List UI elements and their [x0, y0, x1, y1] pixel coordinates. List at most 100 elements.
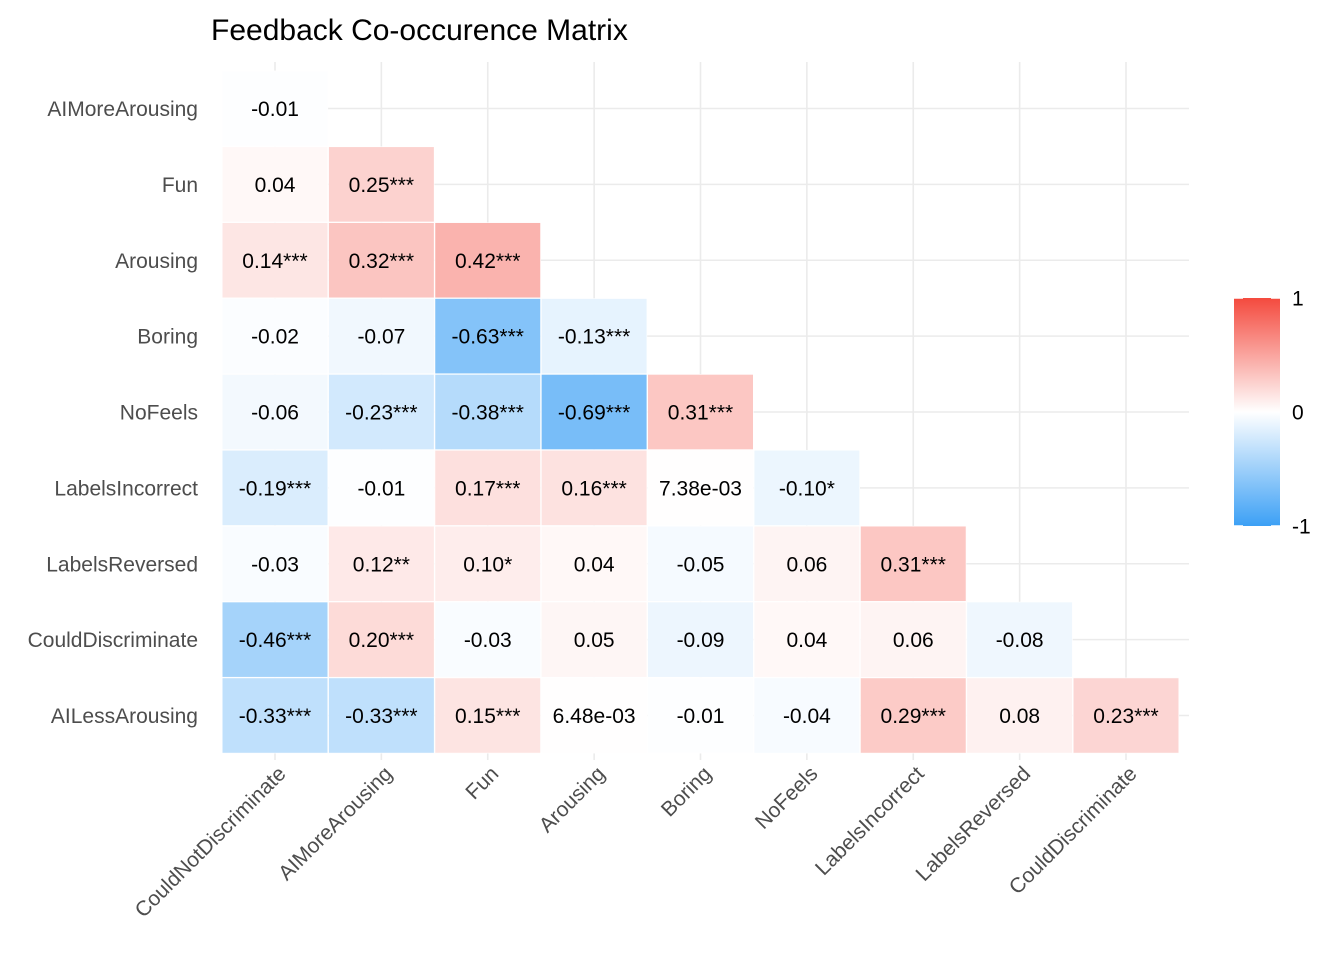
x-tick-label-labelsincorrect: LabelsIncorrect	[811, 762, 929, 880]
cell-value-label: 0.06	[893, 629, 934, 652]
heatmap-cell-nofeels-labelsincorrect	[753, 449, 860, 526]
heatmap-cell-labelsreversed-coulddiscriminate	[966, 601, 1073, 678]
heatmap-cell-aimorearousing-boring	[328, 298, 435, 375]
heatmap-cell-aimorearousing-nofeels	[328, 374, 435, 450]
heatmap-cell-coulddiscriminate-ailessarousing	[1072, 677, 1180, 754]
heatmap-cell-labelsincorrect-coulddiscriminate	[860, 601, 967, 678]
cell-value-label: 0.04	[255, 174, 296, 197]
x-tick-label-arousing: Arousing	[535, 762, 610, 837]
cell-value-label: -0.01	[251, 98, 299, 121]
heatmap-cell-boring-labelsincorrect	[647, 449, 754, 526]
cell-value-label: 0.31***	[881, 553, 946, 576]
chart-title: Feedback Co-occurence Matrix	[211, 14, 628, 47]
cell-value-label: 7.38e-03	[659, 477, 742, 500]
cell-value-label: -0.01	[357, 477, 405, 500]
heatmap-cell-couldnotdiscriminate-labelsincorrect	[221, 449, 329, 526]
cell-value-label: 0.17***	[455, 477, 520, 500]
cell-value-label: -0.38***	[452, 402, 524, 425]
heatmap-cell-fun-coulddiscriminate	[434, 601, 541, 678]
heatmap-cell-arousing-boring	[541, 298, 648, 375]
y-tick-label-boring: Boring	[137, 326, 198, 349]
heatmap-cell-labels: -0.01 0.04 0.25*** 0.14*** 0.32*** 0.42*** -0.…	[239, 98, 1159, 728]
cell-value-label: -0.69***	[558, 402, 630, 425]
x-tick-label-aimorearousing: AIMoreArousing	[274, 762, 397, 885]
cell-value-label: -0.33***	[345, 705, 417, 728]
y-tick-label-fun: Fun	[162, 174, 198, 197]
heatmap-cell-aimorearousing-labelsreversed	[328, 525, 435, 602]
cell-value-label: 0.23***	[1093, 705, 1158, 728]
y-axis-tick-labels: AIMoreArousing Fun Arousing Boring NoFeels La…	[28, 98, 199, 728]
cell-value-label: 0.14***	[242, 250, 307, 273]
cell-value-label: -0.04	[783, 705, 831, 728]
y-tick-label-coulddiscriminate: CouldDiscriminate	[28, 629, 198, 652]
cell-value-label: 0.04	[786, 629, 827, 652]
heatmap-cell-arousing-labelsincorrect	[541, 449, 648, 526]
heatmap-cell-couldnotdiscriminate-coulddiscriminate	[221, 601, 329, 678]
legend-tick-label: 1	[1292, 288, 1304, 311]
cell-value-label: -0.13***	[558, 326, 630, 349]
y-tick-label-ailessarousing: AILessArousing	[51, 705, 198, 728]
legend-tick-label: -1	[1292, 516, 1311, 539]
color-legend: 1 0 -1	[1234, 288, 1311, 539]
cell-value-label: -0.06	[251, 402, 299, 425]
heatmap-cell-boring-coulddiscriminate	[647, 601, 754, 678]
cell-value-label: 0.15***	[455, 705, 520, 728]
x-tick-label-boring: Boring	[657, 762, 716, 821]
cell-value-label: 6.48e-03	[553, 705, 636, 728]
y-tick-label-arousing: Arousing	[115, 250, 198, 273]
cell-value-label: 0.05	[574, 629, 615, 652]
heatmap-cell-couldnotdiscriminate-nofeels	[221, 374, 329, 450]
cell-value-label: -0.23***	[345, 402, 417, 425]
cell-value-label: 0.04	[574, 553, 615, 576]
cell-value-label: 0.31***	[668, 402, 733, 425]
heatmap-cell-arousing-nofeels	[541, 374, 648, 450]
cell-value-label: 0.12**	[353, 553, 410, 576]
cell-value-label: 0.25***	[349, 174, 414, 197]
heatmap-cell-boring-labelsreversed	[647, 525, 754, 602]
heatmap-cell-fun-ailessarousing	[434, 677, 541, 754]
heatmap-cell-arousing-ailessarousing	[541, 677, 648, 754]
heatmap-cell-aimorearousing-ailessarousing	[328, 677, 435, 754]
heatmap-cell-labelsincorrect-labelsreversed	[860, 525, 967, 602]
heatmap-cell-fun-boring	[434, 298, 541, 375]
cell-value-label: -0.02	[251, 326, 299, 349]
x-tick-label-couldnotdiscriminate: CouldNotDiscriminate	[131, 762, 291, 922]
cell-value-label: -0.33***	[239, 705, 311, 728]
cell-value-label: -0.03	[464, 629, 512, 652]
heatmap-cell-couldnotdiscriminate-aimorearousing	[221, 70, 329, 147]
heatmap-cell-couldnotdiscriminate-boring	[221, 298, 329, 375]
cell-value-label: 0.06	[786, 553, 827, 576]
cell-value-label: 0.29***	[881, 705, 946, 728]
cell-value-label: 0.20***	[349, 629, 414, 652]
heatmap-cell-aimorearousing-coulddiscriminate	[328, 601, 435, 678]
y-tick-label-labelsreversed: LabelsReversed	[46, 553, 198, 576]
cell-value-label: -0.08	[996, 629, 1044, 652]
heatmap-cell-fun-nofeels	[434, 374, 541, 450]
cell-value-label: -0.19***	[239, 477, 311, 500]
heatmap-cell-couldnotdiscriminate-arousing	[221, 222, 329, 299]
x-tick-label-nofeels: NoFeels	[751, 762, 823, 834]
heatmap-cell-fun-labelsreversed	[434, 525, 541, 602]
heatmap-cell-aimorearousing-fun	[328, 146, 435, 223]
heatmap-cell-arousing-labelsreversed	[541, 525, 648, 602]
heatmap-cell-boring-nofeels	[647, 374, 754, 450]
cell-value-label: 0.10*	[463, 553, 512, 576]
heatmap-cell-nofeels-coulddiscriminate	[753, 601, 860, 678]
heatmap-cells	[221, 70, 1180, 754]
y-tick-label-nofeels: NoFeels	[120, 402, 198, 425]
heatmap-cell-boring-ailessarousing	[647, 677, 754, 754]
legend-tick-label: 0	[1292, 402, 1304, 425]
heatmap-cell-aimorearousing-labelsincorrect	[328, 449, 435, 526]
heatmap-cell-fun-labelsincorrect	[434, 449, 541, 526]
cell-value-label: 0.08	[999, 705, 1040, 728]
cell-value-label: -0.63***	[452, 326, 524, 349]
cell-value-label: -0.05	[677, 553, 725, 576]
cell-value-label: -0.46***	[239, 629, 311, 652]
cell-value-label: 0.16***	[561, 477, 626, 500]
x-tick-label-labelsreversed: LabelsReversed	[912, 762, 1036, 886]
heatmap-cell-couldnotdiscriminate-ailessarousing	[221, 677, 329, 754]
heatmap-cell-couldnotdiscriminate-fun	[221, 146, 329, 223]
x-tick-label-fun: Fun	[461, 762, 503, 804]
y-tick-label-aimorearousing: AIMoreArousing	[47, 98, 198, 121]
